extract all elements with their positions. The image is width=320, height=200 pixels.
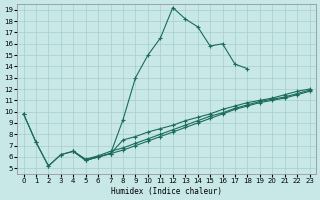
- X-axis label: Humidex (Indice chaleur): Humidex (Indice chaleur): [111, 187, 222, 196]
